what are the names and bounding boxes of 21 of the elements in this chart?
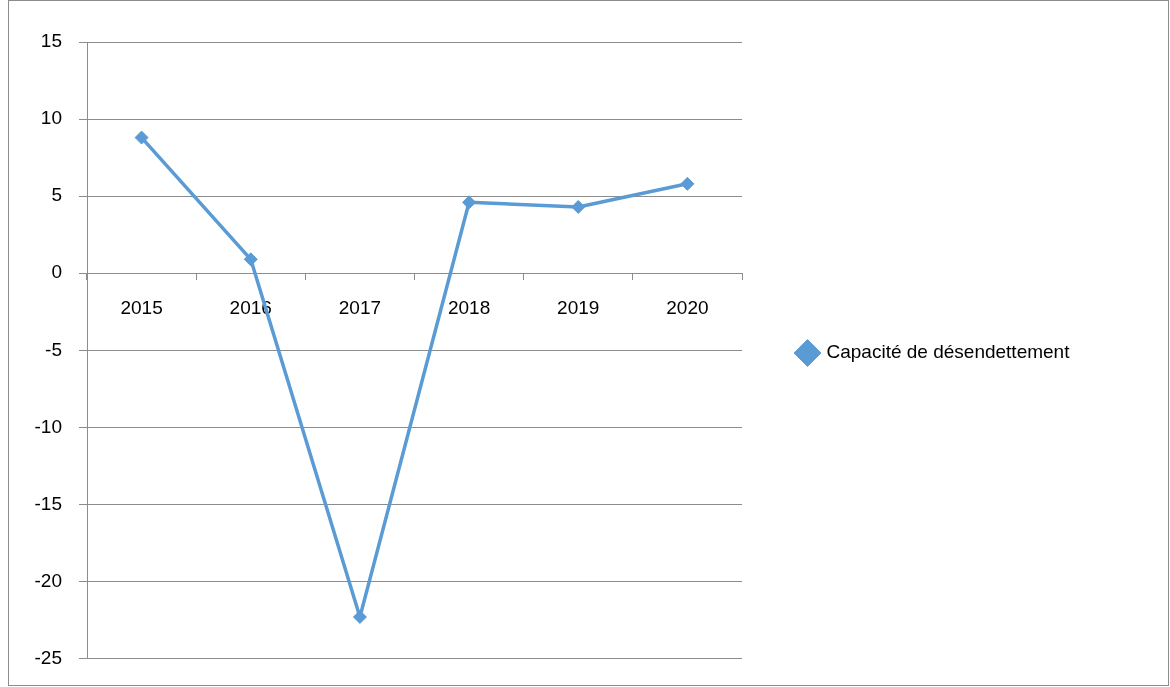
y-tick-label: -10 [34,415,62,437]
x-tick-label: 2015 [120,296,163,318]
y-tick-label: -20 [34,569,62,591]
y-tick-label: -25 [34,646,62,668]
point [352,609,367,624]
x-tick-label: 2017 [338,296,382,318]
y-tick-label: 10 [40,107,62,129]
point [243,252,258,267]
x-tick-label: 2020 [666,296,709,318]
x-tick-label: 2019 [557,296,600,318]
y-tick-label: 15 [40,30,62,52]
point [462,195,477,210]
point [571,199,586,214]
point [680,176,695,191]
y-tick-label: 0 [51,261,62,283]
y-tick-label: -5 [45,338,62,360]
y-tick-label: -15 [34,492,62,514]
x-tick-label: 2018 [447,296,491,318]
legend-label: Capacité de désendettement [826,341,1071,363]
y-tick-label: 5 [51,184,62,206]
point [134,130,149,145]
